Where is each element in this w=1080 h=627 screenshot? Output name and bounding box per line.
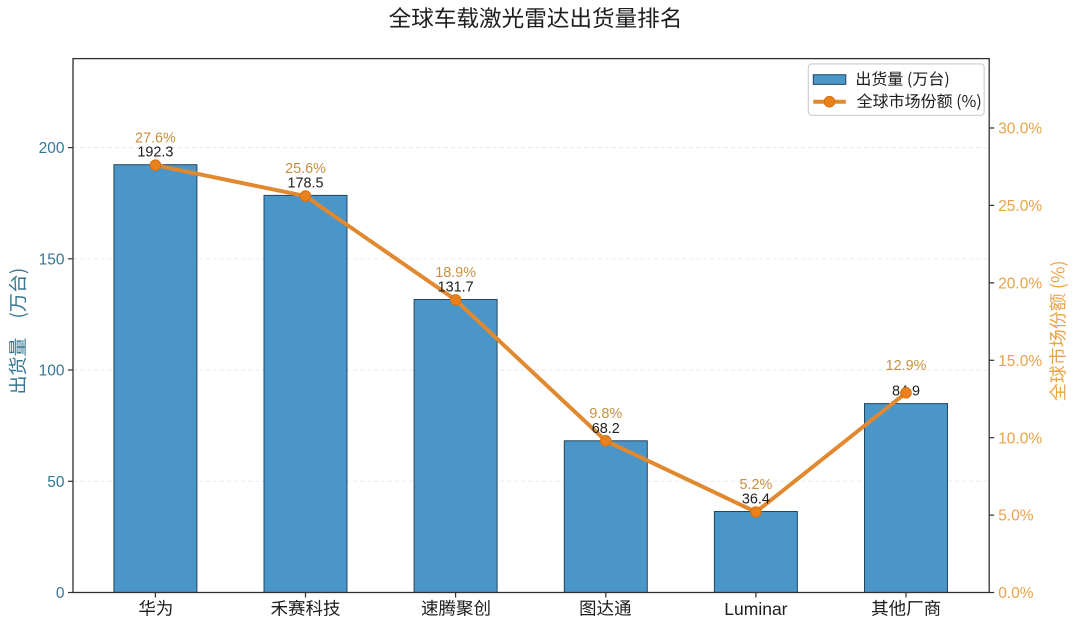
svg-text:25.6%: 25.6% bbox=[285, 161, 326, 177]
svg-text:18.9%: 18.9% bbox=[435, 265, 476, 281]
svg-text:178.5: 178.5 bbox=[287, 175, 323, 191]
svg-text:100: 100 bbox=[39, 363, 65, 380]
svg-text:192.3: 192.3 bbox=[137, 145, 173, 161]
svg-text:131.7: 131.7 bbox=[438, 280, 474, 296]
svg-text:36.4: 36.4 bbox=[742, 492, 770, 508]
svg-text:9.8%: 9.8% bbox=[589, 406, 622, 422]
svg-text:50: 50 bbox=[47, 474, 65, 491]
svg-text:10.0%: 10.0% bbox=[998, 430, 1042, 447]
svg-text:150: 150 bbox=[39, 251, 65, 268]
svg-text:0: 0 bbox=[56, 585, 65, 602]
svg-text:0.0%: 0.0% bbox=[998, 585, 1034, 602]
svg-text:30.0%: 30.0% bbox=[998, 121, 1042, 138]
svg-text:20.0%: 20.0% bbox=[998, 275, 1042, 292]
svg-text:25.0%: 25.0% bbox=[998, 198, 1042, 215]
svg-text:5.2%: 5.2% bbox=[739, 477, 772, 493]
svg-text:68.2: 68.2 bbox=[592, 421, 620, 437]
svg-text:Luminar: Luminar bbox=[724, 599, 787, 619]
svg-text:27.6%: 27.6% bbox=[135, 130, 176, 146]
svg-text:200: 200 bbox=[39, 140, 65, 157]
svg-text:5.0%: 5.0% bbox=[998, 508, 1034, 525]
svg-text:12.9%: 12.9% bbox=[886, 358, 927, 374]
svg-text:15.0%: 15.0% bbox=[998, 353, 1042, 370]
